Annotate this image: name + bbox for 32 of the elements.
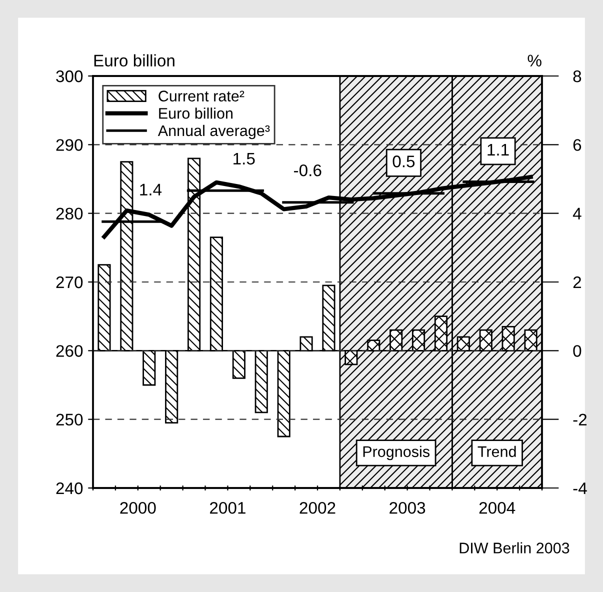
y2-tick-label: 6 <box>573 139 582 151</box>
band-label: Prognosis <box>363 446 430 460</box>
y2-tick-label: -2 <box>573 414 587 426</box>
x-tick-label: 2000 <box>120 502 156 514</box>
x-tick-label: 2001 <box>210 502 246 514</box>
text: DIW Berlin 2003 <box>460 542 570 554</box>
y2-tick-label: -4 <box>573 482 587 494</box>
y2-tick-label: 8 <box>573 70 582 82</box>
y-tick-label: 240 <box>56 482 83 494</box>
annotation: 1.5 <box>234 152 255 165</box>
x-tick-label: 2003 <box>390 502 426 514</box>
y-tick-label: 290 <box>56 139 83 151</box>
legend-label: Euro billion <box>159 108 232 119</box>
annotation: 1.4 <box>140 184 162 196</box>
x-tick-label: 2002 <box>300 502 336 514</box>
y-axis-title: Euro billion <box>94 54 174 67</box>
annotation: 1.1 <box>488 144 509 156</box>
y2-tick-label: 2 <box>573 276 581 288</box>
y2-tick-label: 4 <box>572 208 582 220</box>
x-tick-label: 2004 <box>479 502 516 514</box>
annotation: -0.6 <box>294 164 322 176</box>
y-tick-label: 250 <box>56 414 83 426</box>
y2-tick-label: 0 <box>573 345 582 357</box>
y-tick-label: 270 <box>56 276 83 288</box>
legend-label: Annual average³ <box>158 124 270 140</box>
y-tick-label: 260 <box>56 345 83 357</box>
y-tick-label: 280 <box>56 208 83 220</box>
legend-label: Current rate² <box>158 90 244 102</box>
y2-axis-title: % <box>528 54 542 66</box>
y-tick-label: 300 <box>56 70 83 82</box>
annotation: 0.5 <box>392 156 415 168</box>
band-label: Trend <box>478 446 516 458</box>
